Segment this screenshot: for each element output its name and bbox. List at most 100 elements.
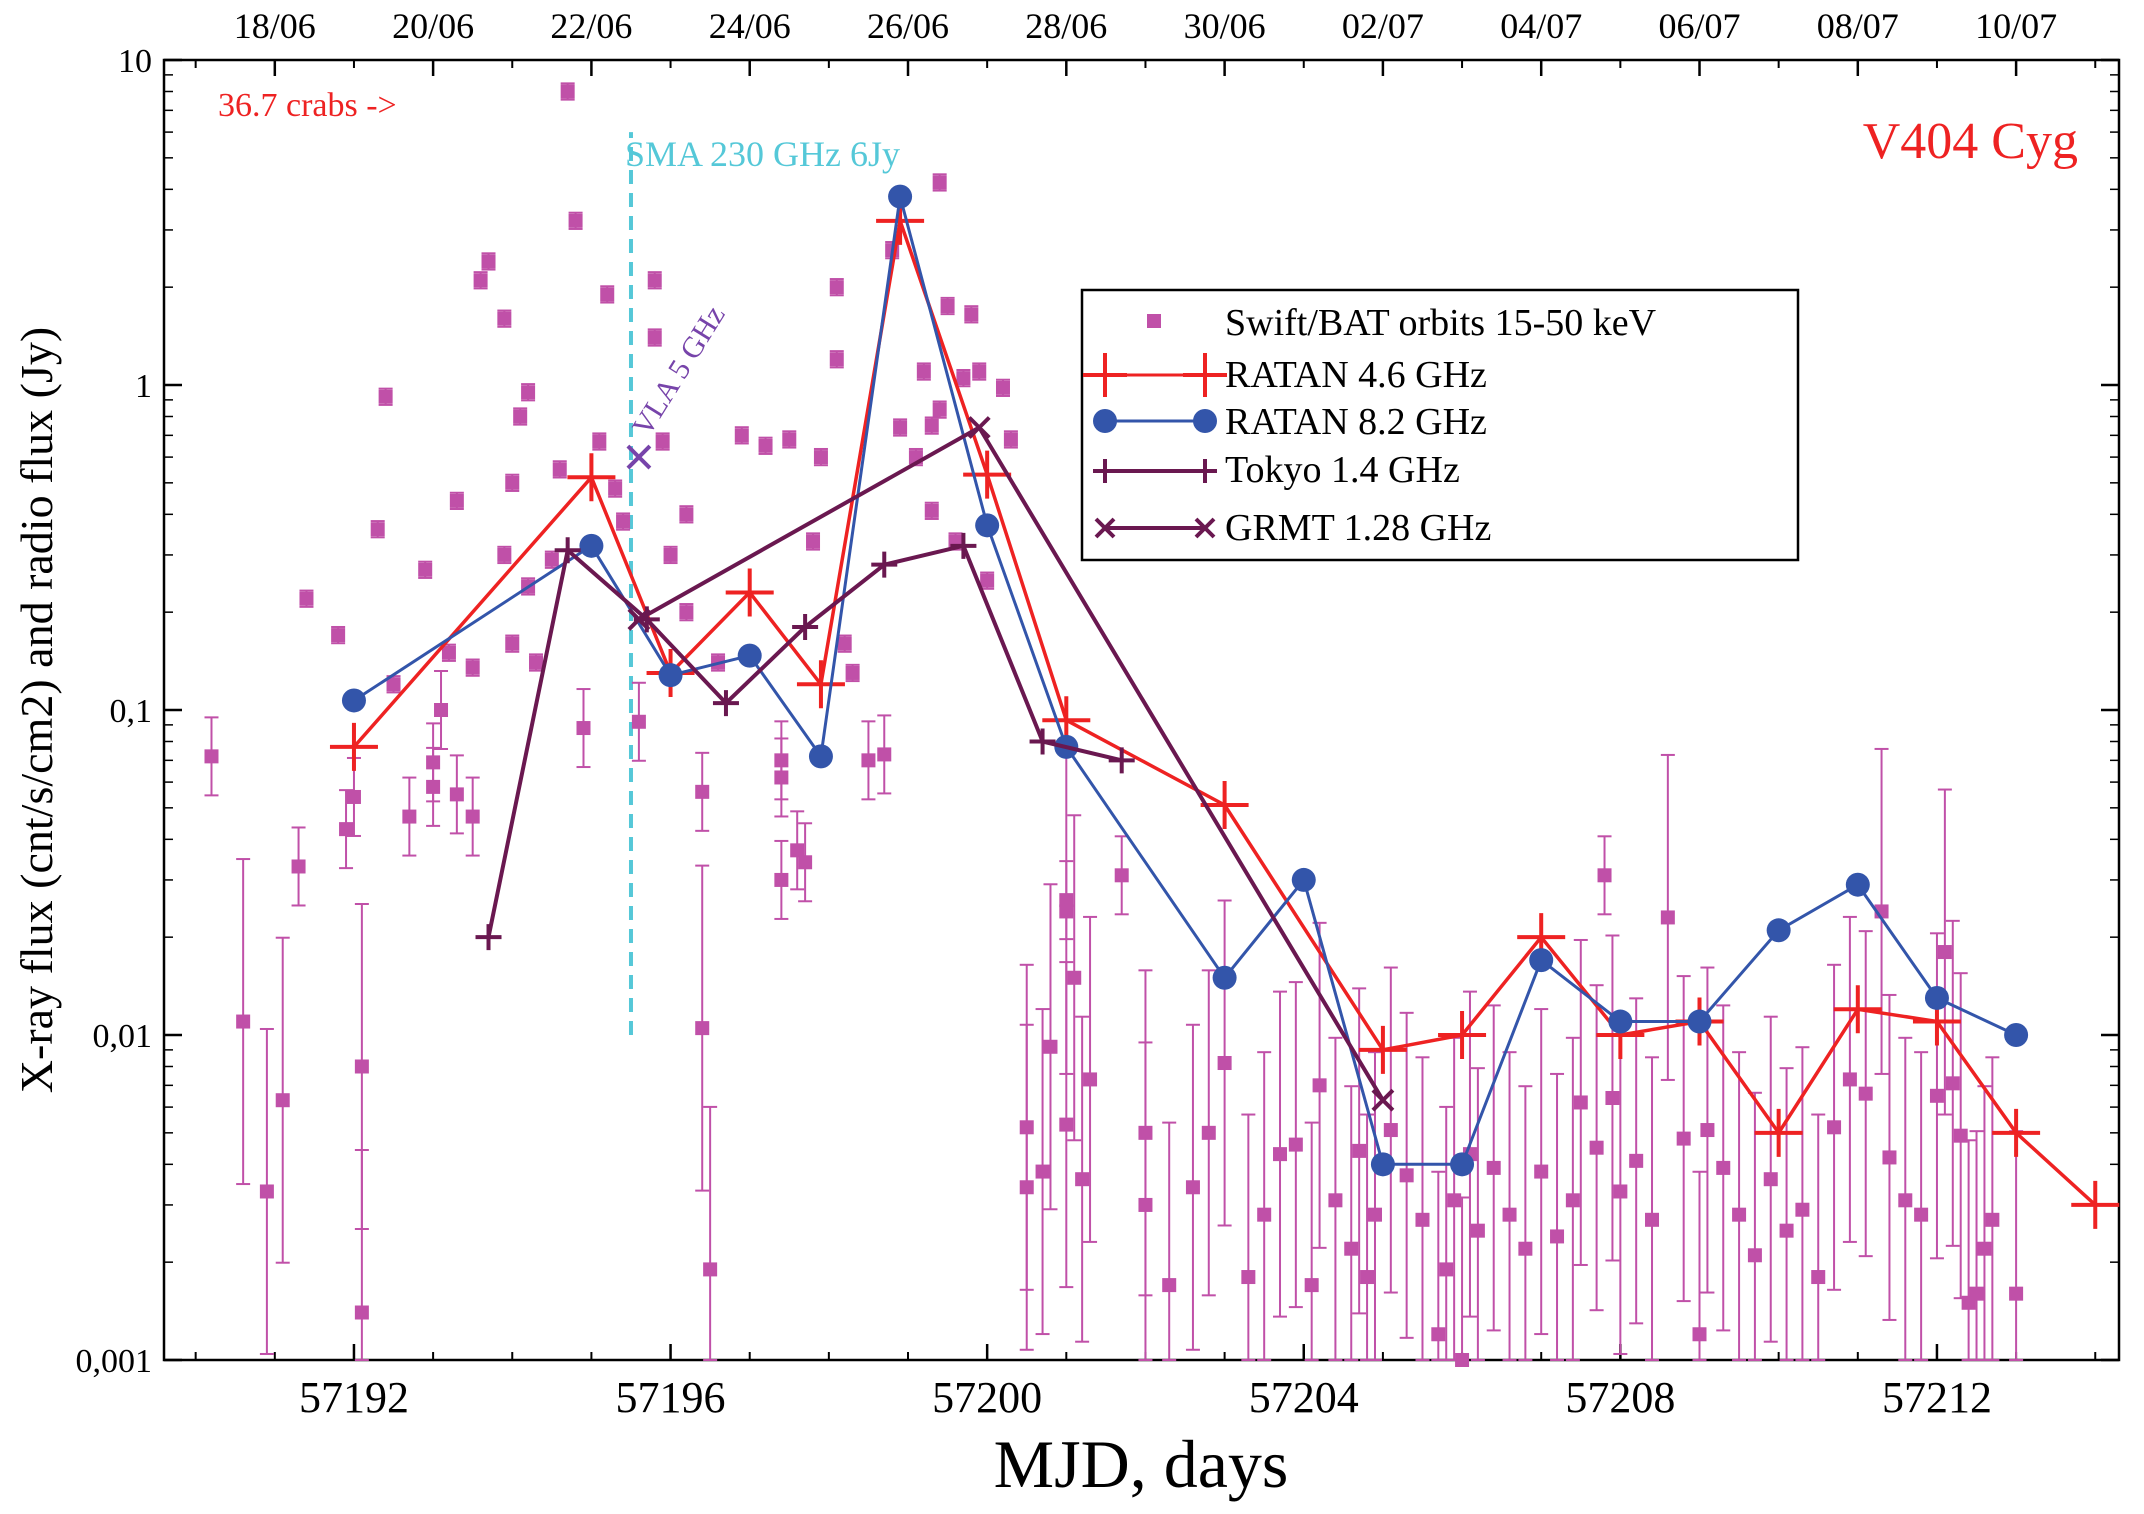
bat-point: [663, 545, 678, 565]
bat-marker: [481, 254, 496, 269]
bat-marker: [1502, 1207, 1517, 1222]
bat-marker: [521, 385, 536, 400]
top-tick-label-22/06: 22/06: [550, 6, 632, 46]
bat-marker: [932, 402, 947, 417]
bat-point: [1059, 961, 1074, 1289]
bat-point: [497, 309, 512, 328]
bat-marker: [204, 749, 219, 764]
bat-marker: [995, 380, 1010, 395]
bat-point: [1716, 1004, 1731, 1332]
bat-point: [576, 688, 591, 769]
y-tick-label-0,1: 0,1: [110, 693, 153, 730]
bat-point: [339, 789, 354, 870]
bat-marker: [798, 855, 813, 870]
bat-marker: [236, 1014, 251, 1029]
bat-marker: [1352, 1143, 1367, 1158]
bat-point: [798, 822, 813, 903]
legend-ratan46-label: RATAN 4.6 GHz: [1225, 354, 1487, 396]
bat-marker: [790, 843, 805, 858]
bat-marker: [291, 859, 306, 874]
top-tick-label-08/07: 08/07: [1817, 6, 1899, 46]
bat-point: [299, 589, 314, 608]
bat-marker: [1747, 1248, 1762, 1263]
ratan46-point: [725, 568, 774, 617]
bat-marker: [924, 418, 939, 433]
ratan46-point: [567, 453, 616, 502]
y-tick-label-0,01: 0,01: [93, 1018, 153, 1055]
top-tick-label-26/06: 26/06: [867, 6, 949, 46]
bat-marker: [418, 562, 433, 577]
legend-grmt-marker-a: [1094, 517, 1116, 539]
bat-point: [1534, 1008, 1549, 1336]
bat-marker: [1114, 868, 1129, 883]
bat-marker: [1676, 1131, 1691, 1146]
bat-marker: [1185, 1180, 1200, 1195]
bat-marker: [1605, 1090, 1620, 1105]
bat-marker: [924, 503, 939, 518]
bat-marker: [1273, 1147, 1288, 1162]
bat-point: [932, 173, 947, 192]
bat-marker: [576, 721, 591, 736]
bat-marker: [829, 280, 844, 295]
bat-point: [1676, 975, 1691, 1303]
tokyo-series: [475, 532, 1135, 951]
bat-marker: [663, 547, 678, 562]
bat-point: [1399, 1011, 1414, 1339]
bat-point: [1502, 1051, 1517, 1361]
bat-point: [758, 436, 773, 455]
bat-point: [679, 603, 694, 622]
bat-marker: [1431, 1327, 1446, 1342]
bat-marker: [331, 628, 346, 643]
bat-point: [1732, 1051, 1747, 1361]
bat-marker: [339, 822, 354, 837]
ratan82-point: [2004, 1023, 2029, 1047]
bat-point: [418, 560, 433, 579]
bat-point: [1565, 1036, 1580, 1361]
bat-point: [940, 296, 955, 316]
bat-marker: [1953, 1128, 1968, 1143]
bat-point: [972, 362, 987, 381]
bat-marker: [734, 428, 749, 443]
bat-marker: [552, 462, 567, 477]
bat-marker: [1550, 1229, 1565, 1244]
ratan82-point: [1845, 872, 1870, 897]
bat-point: [1486, 1004, 1501, 1332]
bat-marker: [1035, 1164, 1050, 1179]
bat-point: [1914, 1051, 1929, 1361]
bat-marker: [1929, 1088, 1944, 1103]
bat-point: [1328, 1036, 1343, 1361]
ratan82-point: [1529, 948, 1554, 973]
bat-point: [386, 675, 401, 694]
bat-point: [916, 362, 931, 381]
bat-point: [813, 447, 828, 467]
bat-point: [378, 387, 393, 406]
bat-marker: [1328, 1193, 1343, 1208]
y-axis-label: X-ray flux (cnt/s/cm2) and radio flux (J…: [11, 327, 62, 1093]
bat-marker: [275, 1093, 290, 1108]
ratan46-point: [1754, 1108, 1803, 1157]
tokyo-point: [475, 924, 502, 951]
bat-point: [1083, 915, 1098, 1243]
tokyo-point: [554, 537, 581, 564]
bat-marker: [1827, 1120, 1842, 1135]
bat-marker: [1613, 1184, 1628, 1199]
bat-point: [497, 545, 512, 565]
bat-marker: [861, 753, 876, 768]
bat-point: [1075, 1015, 1090, 1343]
bat-point: [354, 902, 369, 1230]
bat-point: [426, 722, 441, 803]
bat-point: [1312, 921, 1327, 1249]
bat-marker: [1779, 1223, 1794, 1238]
bat-marker: [1288, 1137, 1303, 1152]
bat-marker: [932, 175, 947, 190]
bat-point: [1185, 1023, 1200, 1351]
bat-point: [1795, 1046, 1810, 1361]
bat-marker: [829, 352, 844, 367]
ratan82-point: [1450, 1152, 1475, 1177]
legend-tokyo-label: Tokyo 1.4 GHz: [1225, 449, 1460, 491]
chart-title: V404 Cyg: [1863, 113, 2078, 170]
bat-marker: [1241, 1270, 1256, 1285]
bat-marker: [544, 552, 559, 567]
bat-point: [995, 378, 1010, 397]
bat-marker: [1573, 1095, 1588, 1110]
